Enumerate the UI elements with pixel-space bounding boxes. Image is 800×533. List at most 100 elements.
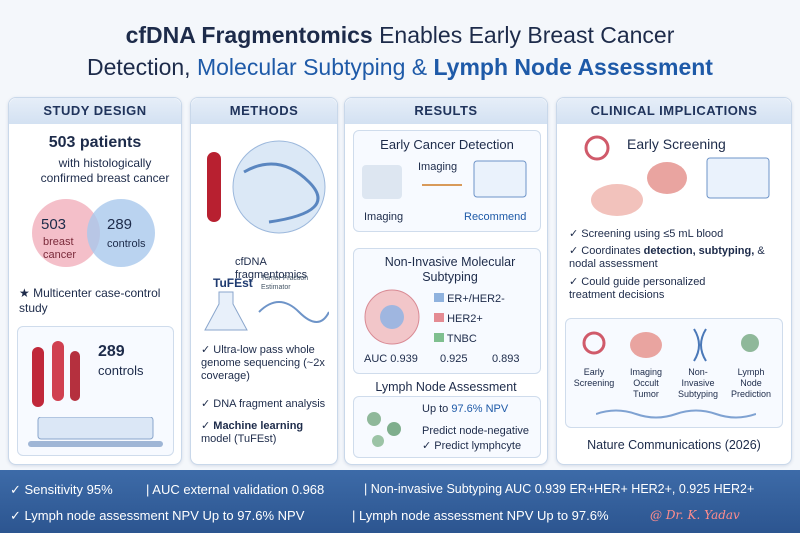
early-card: Early Cancer Detection Imaging Imaging R… xyxy=(353,130,541,232)
title-rest: Enables Early Breast Cancer xyxy=(379,22,675,48)
venn-label: controls xyxy=(107,238,146,250)
tufest: TuFEst xyxy=(213,276,253,290)
signature: @ Dr. K. Yadav xyxy=(650,508,740,522)
methods-panel: METHODS cfDNA fragmentomics TuFEst Tumor… xyxy=(190,97,338,465)
legend-swatch xyxy=(434,333,444,342)
panel-heading: METHODS xyxy=(191,98,337,124)
icon-label: Early Screening xyxy=(573,367,615,388)
clinical-panel: CLINICAL IMPLICATIONS Early Screening ✓ … xyxy=(556,97,792,465)
footer-item: | Non-invasive Subtyping AUC 0.939 ER+HE… xyxy=(364,482,755,496)
clinical-bullet: ✓ Coordinates detection, subtyping, & no… xyxy=(569,245,765,270)
panel-heading: RESULTS xyxy=(345,98,547,124)
bullet-bold: detection, subtyping, xyxy=(643,245,755,257)
imaging: Imaging xyxy=(364,211,404,223)
bullet-text: & nodal assessment xyxy=(569,245,765,270)
icon-row xyxy=(582,328,759,362)
auc-value: 0.925 xyxy=(440,353,468,365)
screening-illustration xyxy=(584,135,770,216)
bullet: ★ Multicenter case-control study xyxy=(19,286,161,315)
venn-circle xyxy=(87,199,155,267)
node-icon xyxy=(367,412,401,447)
bullet-text: Coordinates xyxy=(581,245,641,257)
bullet-text: model (TuFEst) xyxy=(201,433,277,445)
footer-item: | Lymph node assessment NPV Up to 97.6% xyxy=(352,508,609,523)
legend-text: TNBC xyxy=(446,333,477,345)
panel-heading: STUDY DESIGN xyxy=(9,98,181,124)
tufest-sub: Tumor Fraction Estimator xyxy=(261,275,309,291)
auc-label: AUC xyxy=(364,353,388,365)
flask-icon xyxy=(204,291,329,331)
icon-label: Lymph Node Prediction xyxy=(730,367,772,399)
lymph-item: Predict node-negative xyxy=(422,425,530,437)
icon-label: Imaging Occult Tumor xyxy=(629,367,663,399)
dna-illustration xyxy=(207,140,326,234)
lymph-item-text: Predict lymphcyte xyxy=(434,440,522,452)
icons-card: Early Screening Imaging Occult Tumor Non… xyxy=(565,318,783,428)
title-part: Detection, xyxy=(87,54,191,80)
tube-icon xyxy=(32,341,80,407)
legend-item: TNBC xyxy=(434,333,477,346)
title-part: Lymph Node Assessment xyxy=(433,54,713,80)
venn-num: 289 xyxy=(107,216,133,233)
auc-row: AUC 0.939 xyxy=(364,353,418,366)
cell-icon xyxy=(364,289,420,345)
footer-item: | AUC external validation 0.968 xyxy=(146,482,325,497)
footer-item: ✓ Sensitivity 95% xyxy=(10,482,113,497)
imaging: Imaging xyxy=(418,161,458,173)
study-design-panel: STUDY DESIGN 503 patients with histologi… xyxy=(8,97,182,465)
venn xyxy=(32,199,155,267)
bullet-text: Screening using ≤5 mL blood xyxy=(581,228,724,240)
title-bold: cfDNA Fragmentomics xyxy=(125,22,373,48)
imaging-icons xyxy=(362,160,527,199)
bullet-text: DNA fragment analysis xyxy=(213,398,326,410)
title-part: Molecular Subtyping & xyxy=(196,54,428,80)
method-bullet: ✓ Machine learning model (TuFEst) xyxy=(201,420,304,445)
footer: ✓ Sensitivity 95% | AUC external validat… xyxy=(0,470,800,533)
footer-text: Lymph node assessment NPV Up to 97.6% NP… xyxy=(24,508,305,523)
card-title: Early Cancer Detection xyxy=(380,137,514,152)
footer-text: AUC external validation 0.968 xyxy=(152,482,325,497)
lymph-card: Up to 97.6% NPV Predict node-negative ✓ … xyxy=(353,396,541,458)
box-label: controls xyxy=(98,363,144,378)
footer-text: Lymph node assessment NPV Up to 97.6% xyxy=(359,508,609,523)
auc-value: 0.893 xyxy=(492,353,520,365)
panel-heading: CLINICAL IMPLICATIONS xyxy=(557,98,791,124)
footer-item: ✓ Lymph node assessment NPV Up to 97.6% … xyxy=(10,508,305,523)
bullet-text: Could guide personalized treatment decis… xyxy=(569,276,706,301)
auc-value: 0.939 xyxy=(390,353,418,365)
recommend: Recommend xyxy=(464,211,527,223)
venn-num: 503 xyxy=(41,216,67,233)
clinical-bullet: ✓ Could guide personalized treatment dec… xyxy=(569,276,706,301)
npv: Up to 97.6% NPV xyxy=(422,403,508,416)
results-panel: RESULTS Early Cancer Detection Imaging I… xyxy=(344,97,548,465)
lymph-item: ✓ Predict lymphcyte xyxy=(422,440,522,452)
screening: Early Screening xyxy=(627,136,726,152)
legend-item: HER2+ xyxy=(434,313,483,326)
card-title: Non-Invasive Molecular Subtyping xyxy=(384,255,516,284)
npv-value: 97.6% NPV xyxy=(451,403,509,415)
legend-swatch xyxy=(434,313,444,322)
icon-label: Non-Invasive Subtyping xyxy=(677,367,719,399)
box-num: 289 xyxy=(98,343,125,360)
legend-text: ER+/HER2- xyxy=(447,293,505,305)
title-line-2: Detection, Molecular Subtyping & Lymph N… xyxy=(0,54,800,81)
dna-strip xyxy=(596,409,756,419)
bullet-text: Ultra-low pass whole genome sequencing (… xyxy=(201,344,325,382)
lymph-title: Lymph Node Assessment xyxy=(375,380,517,394)
patients-desc: with histologically confirmed breast can… xyxy=(40,156,170,185)
footer-text: Non-invasive Subtyping AUC 0.939 ER+HER+… xyxy=(370,482,755,496)
legend-item: ER+/HER2- xyxy=(434,293,505,306)
patients: 503 patients xyxy=(48,134,142,151)
npv-prefix: Up to xyxy=(422,403,449,415)
bullet-text: Multicenter case-control study xyxy=(19,286,161,315)
method-bullet: ✓ Ultra-low pass whole genome sequencing… xyxy=(201,344,325,382)
bullet-bold: Machine learning xyxy=(213,420,304,432)
legend-swatch xyxy=(434,293,444,302)
venn-circle xyxy=(32,199,100,267)
title-line-1: cfDNA Fragmentomics Enables Early Breast… xyxy=(0,22,800,49)
legend-text: HER2+ xyxy=(447,313,483,325)
method-label: cfDNA fragmentomics xyxy=(235,256,308,281)
subtyping-card: Non-Invasive Molecular Subtyping ER+/HER… xyxy=(353,248,541,374)
controls-card: 289 controls xyxy=(17,326,174,456)
